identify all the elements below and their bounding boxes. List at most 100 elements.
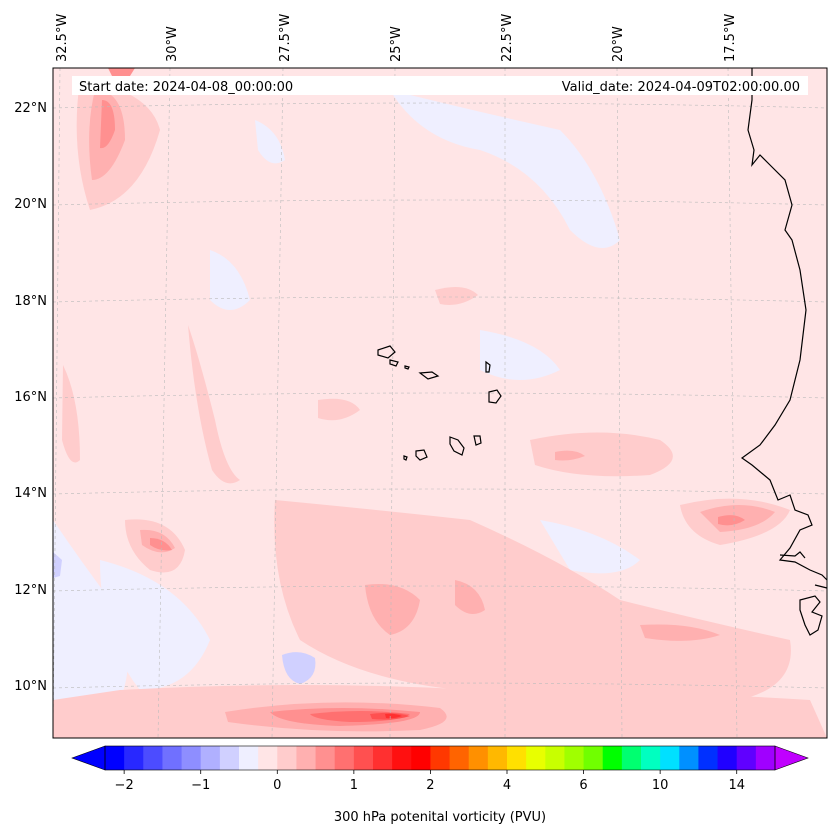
pv-band xyxy=(640,624,720,641)
colorbar-cell xyxy=(526,746,546,770)
africa-coastline xyxy=(779,551,806,559)
pv-low-region xyxy=(390,90,620,248)
colorbar-label: 300 hPa potenital vorticity (PVU) xyxy=(334,810,546,825)
africa-coastline xyxy=(740,68,828,581)
colorbar-tick-label: −2 xyxy=(115,778,134,793)
colorbar-cell xyxy=(105,746,125,770)
pv-band xyxy=(435,286,478,305)
valid-date-label: Valid_date: 2024-04-09T02:00:00.00 xyxy=(562,80,800,95)
island xyxy=(377,345,396,359)
colorbar-cell xyxy=(679,746,699,770)
meridian xyxy=(389,68,396,738)
pv-band xyxy=(385,713,402,719)
africa-coastline xyxy=(814,584,828,589)
lon-label: 22.5°W xyxy=(500,14,515,62)
lat-label: 10°N xyxy=(14,679,47,694)
colorbar-cell xyxy=(124,746,144,770)
pv-low-region xyxy=(53,520,128,738)
parallel xyxy=(53,392,827,399)
pv-band xyxy=(530,432,673,477)
colorbar-cell xyxy=(296,746,317,770)
colorbar-tick-label: 6 xyxy=(579,778,587,793)
colorbar-ticks: −2 −1 0 1 2 4 6 10 14 xyxy=(115,770,745,793)
lat-label: 12°N xyxy=(14,583,47,598)
colorbar-cell xyxy=(392,746,412,770)
map-panel: Start date: 2024-04-08_00:00:00 Valid_da… xyxy=(52,67,828,739)
lon-label: 27.5°W xyxy=(278,14,293,62)
colorbar-tick-label: −1 xyxy=(191,778,210,793)
lat-label: 22°N xyxy=(14,101,47,116)
island xyxy=(488,389,502,404)
island xyxy=(404,365,410,370)
lat-label: 18°N xyxy=(14,294,47,309)
meridian xyxy=(53,68,61,738)
colorbar-tick-label: 4 xyxy=(503,778,511,793)
parallel xyxy=(53,296,827,303)
pv-low-region xyxy=(53,552,62,578)
latitude-labels: 22°N 20°N 18°N 16°N 14°N 12°N 10°N xyxy=(14,101,47,694)
colorbar-cell xyxy=(334,746,355,770)
pv-low-region xyxy=(540,520,640,574)
pv-band xyxy=(274,500,791,705)
colorbar-cell xyxy=(583,746,604,770)
colorbar-cell xyxy=(239,746,259,770)
colorbar-cell xyxy=(315,746,336,770)
colorbar-cell xyxy=(430,746,451,770)
meridian xyxy=(271,68,284,738)
colorbar-cell xyxy=(277,746,297,770)
colorbar-cell xyxy=(602,746,623,770)
colorbar-cell xyxy=(373,746,393,770)
island xyxy=(389,359,399,367)
parallel xyxy=(53,488,827,495)
colorbar-cell xyxy=(411,746,431,770)
colorbar-tick-label: 0 xyxy=(273,778,281,793)
pv-band xyxy=(188,325,240,484)
colorbar-cell xyxy=(219,746,240,770)
island xyxy=(473,435,482,446)
colorbar-tick-label: 10 xyxy=(652,778,669,793)
island xyxy=(485,360,491,373)
pv-band xyxy=(455,580,485,614)
lon-label: 25°W xyxy=(389,26,404,62)
colorbar-under-arrow xyxy=(71,745,106,771)
colorbar-cells xyxy=(105,746,776,770)
colorbar-cell xyxy=(621,746,642,770)
colorbar-frame xyxy=(104,745,776,771)
lon-label: 32.5°W xyxy=(55,14,70,62)
colorbar-cell xyxy=(468,746,489,770)
parallel xyxy=(53,585,827,592)
colorbar-cell xyxy=(200,746,221,770)
colorbar-cell xyxy=(736,746,757,770)
colorbar-cell xyxy=(641,746,661,770)
pv-band xyxy=(365,584,420,635)
colorbar-cell xyxy=(717,746,738,770)
pv-band xyxy=(318,398,360,421)
pv-band xyxy=(100,100,115,149)
colorbar-cell xyxy=(755,746,776,770)
colorbar-cell xyxy=(698,746,719,770)
lon-label: 20°W xyxy=(611,26,626,62)
pv-low-region xyxy=(255,120,285,164)
map-frame xyxy=(52,67,828,739)
colorbar-cell xyxy=(143,746,163,770)
pv-band xyxy=(108,68,135,76)
colorbar-tick-label: 1 xyxy=(350,778,358,793)
date-info-box xyxy=(72,76,808,95)
africa-coastline xyxy=(799,595,823,636)
colorbar-cell xyxy=(353,746,374,770)
colorbar: −2 −1 0 1 2 4 6 10 14 300 hPa potenital vorticit… xyxy=(71,745,809,825)
pv-low-region xyxy=(210,250,250,310)
coastlines xyxy=(377,68,828,636)
lat-label: 20°N xyxy=(14,197,47,212)
lon-label: 30°W xyxy=(165,26,180,62)
colorbar-over-arrow xyxy=(774,745,809,771)
lat-label: 16°N xyxy=(14,390,47,405)
meridian xyxy=(616,68,623,738)
colorbar-cell xyxy=(507,746,527,770)
pv-low-region xyxy=(282,652,316,684)
colorbar-cell xyxy=(258,746,278,770)
island xyxy=(403,455,408,461)
parallel xyxy=(53,199,827,206)
pv-low-region xyxy=(100,560,210,690)
